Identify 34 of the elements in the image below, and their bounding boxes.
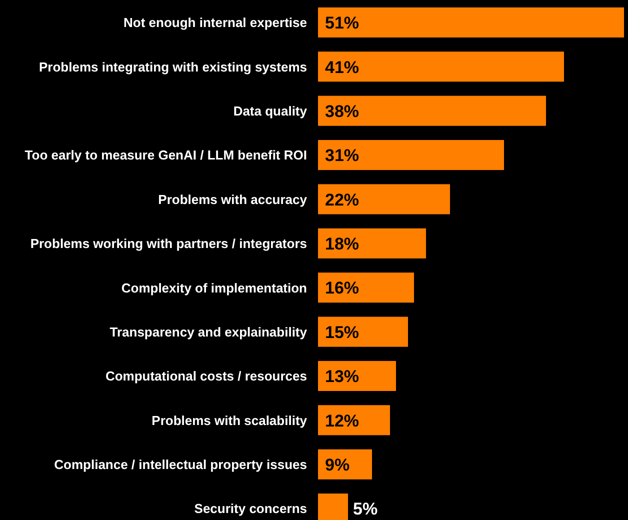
bar [318,360,396,392]
y-tick-label: Problems working with partners / integrators [30,236,307,252]
y-tick-label: Problems with scalability [152,412,308,428]
y-tick-label: Data quality [233,104,308,119]
data-label: 16% [325,278,360,298]
y-tick-label: Compliance / intellectual property issues [54,457,307,472]
data-label: 18% [325,234,360,254]
y-tick-label: Security concerns [194,501,307,516]
y-tick-label: Too early to measure GenAI / LLM benefit ROI [24,148,307,163]
data-label: 13% [325,367,360,386]
y-tick-label: Computational costs / resources [105,368,307,384]
bar [318,316,408,347]
y-tick-label: Not enough internal expertise [124,15,307,30]
bar [318,272,414,303]
data-label: 38% [325,102,360,121]
y-tick-label: Problems with accuracy [158,192,308,207]
y-tick-label: Complexity of implementation [121,280,308,296]
data-label: 12% [325,411,360,430]
data-label: 31% [325,146,360,166]
bar [318,405,390,436]
y-tick-label: Problems integrating with existing systems [38,59,307,74]
bar [318,52,564,82]
bar [318,7,624,38]
data-label: 41% [325,58,360,77]
bar [318,140,504,170]
bar [318,228,426,258]
data-label: 15% [325,322,360,342]
data-label: 51% [325,14,360,33]
data-label: 9% [325,455,350,474]
y-tick-label: Transparency and explainability [110,324,308,340]
bar [318,184,450,214]
data-label: 5% [353,500,378,519]
data-label: 22% [325,190,360,210]
bar [318,96,546,126]
